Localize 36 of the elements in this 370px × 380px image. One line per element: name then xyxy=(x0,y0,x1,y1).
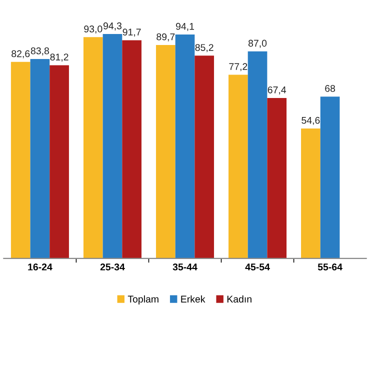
bar xyxy=(228,74,248,258)
bar xyxy=(50,65,69,258)
x-tick-label: 35-44 xyxy=(172,264,198,270)
data-label: 83,8 xyxy=(30,47,49,56)
legend-label: Erkek xyxy=(181,295,206,303)
data-label: 54,6 xyxy=(302,116,320,125)
bar xyxy=(156,44,176,258)
data-label: 82,6 xyxy=(12,50,30,58)
bar xyxy=(267,98,287,258)
x-tick-label: 16-24 xyxy=(28,264,52,270)
bar xyxy=(194,56,214,258)
bar xyxy=(102,34,122,258)
data-label: 94,3 xyxy=(103,22,122,30)
legend-label: Toplam xyxy=(128,295,158,304)
bar xyxy=(30,59,50,258)
data-label: 77,2 xyxy=(229,63,248,72)
bar xyxy=(301,128,320,258)
bar xyxy=(10,62,30,258)
data-label: 87,0 xyxy=(248,40,267,48)
data-label: 89,7 xyxy=(156,33,175,42)
x-tick-label: 55-64 xyxy=(318,264,342,270)
legend-label: Kadın xyxy=(227,295,252,303)
bar xyxy=(248,51,268,258)
bar xyxy=(83,37,103,258)
data-label: 94,1 xyxy=(176,22,194,31)
data-label: 68 xyxy=(325,85,336,92)
data-label: 93,0 xyxy=(84,26,102,34)
bar xyxy=(175,34,195,258)
data-label: 85,2 xyxy=(195,44,214,52)
bar xyxy=(320,96,340,258)
bar xyxy=(122,40,142,258)
x-tick-label: 45-54 xyxy=(245,264,270,270)
data-label: 91,7 xyxy=(122,28,141,37)
data-label: 81,2 xyxy=(50,54,68,62)
data-label: 67,4 xyxy=(268,86,286,94)
x-tick-label: 25-34 xyxy=(100,264,125,270)
